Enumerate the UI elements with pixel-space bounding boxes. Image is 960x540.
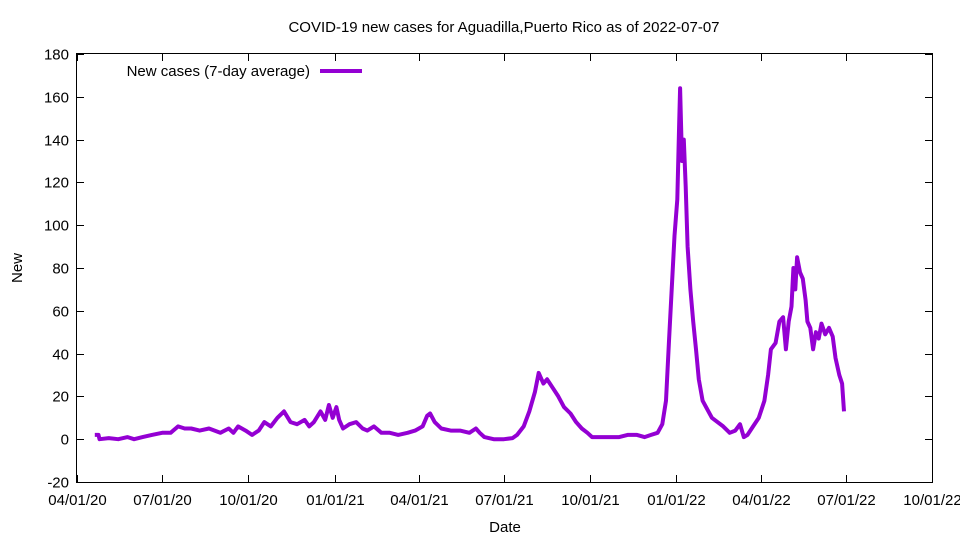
legend-label: New cases (7-day average) [127, 63, 310, 80]
y-tick-label: 160 [44, 90, 69, 107]
x-tick-label: 04/01/21 [390, 492, 448, 509]
y-tick-label: 100 [44, 218, 69, 235]
y-tick-label: -20 [47, 475, 69, 492]
y-tick-label: 0 [61, 432, 69, 449]
x-axis-label: Date [489, 519, 521, 536]
y-tick-label: 40 [52, 347, 69, 364]
x-axis: 04/01/20 07/01/20 10/01/20 01/01/21 04/01/21… [48, 54, 960, 509]
y-tick-label: 20 [52, 389, 69, 406]
x-tick-label: 01/01/21 [306, 492, 364, 509]
y-axis-label: New [9, 253, 26, 283]
series-line [94, 86, 846, 442]
x-tick-label: 04/01/20 [48, 492, 106, 509]
series-layer [94, 86, 846, 442]
x-tick-label: 10/01/20 [219, 492, 277, 509]
x-tick-label: 10/01/21 [561, 492, 619, 509]
y-tick-label: 180 [44, 47, 69, 64]
legend: New cases (7-day average) [127, 63, 362, 80]
y-axis: -20 0 20 40 60 80 100 120 140 160 180 [44, 47, 932, 492]
x-tick-label: 07/01/20 [133, 492, 191, 509]
chart-title: COVID-19 new cases for Aguadilla,Puerto … [288, 19, 719, 36]
plot-area-border [76, 53, 933, 483]
y-tick-label: 80 [52, 261, 69, 278]
x-tick-label: 10/01/22 [903, 492, 960, 509]
y-tick-label: 140 [44, 133, 69, 150]
x-tick-label: 07/01/22 [817, 492, 875, 509]
y-tick-label: 120 [44, 175, 69, 192]
x-tick-label: 04/01/22 [732, 492, 790, 509]
y-tick-label: 60 [52, 304, 69, 321]
x-tick-label: 01/01/22 [647, 492, 705, 509]
x-tick-label: 07/01/21 [475, 492, 533, 509]
